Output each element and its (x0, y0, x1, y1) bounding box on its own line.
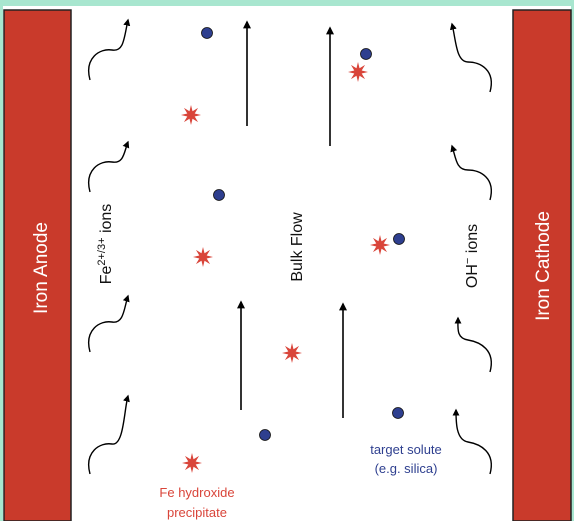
curved-arrow-icon (450, 144, 492, 201)
curved-arrow-icon (449, 22, 492, 93)
anode-label: Iron Anode (31, 222, 52, 314)
cathode-label: Iron Cathode (533, 211, 554, 321)
blue-dot-icon (393, 233, 405, 245)
precipitate-label-line1: Fe hydroxide (159, 485, 234, 500)
left-ion-arrows (88, 18, 131, 475)
blue-dot-icon (259, 429, 271, 441)
blue-dot-icon (392, 407, 404, 419)
blue-dot-icon (213, 189, 225, 201)
precipitate-label-line2: precipitate (167, 505, 227, 520)
iron-cathode-electrode (512, 9, 572, 521)
curved-arrow-icon (88, 18, 131, 81)
red-star-burst-icon (193, 247, 213, 267)
frame-left (0, 0, 3, 521)
curved-arrow-icon (88, 394, 130, 475)
solute-particles (201, 27, 405, 441)
right-ion-arrows (449, 22, 492, 475)
red-star-burst-icon (370, 235, 390, 255)
curved-arrow-icon (454, 316, 492, 373)
oh-ions-label: OH− ions (462, 224, 481, 288)
precipitate-particles (181, 62, 390, 473)
frame-right (571, 0, 574, 521)
bulk-flow-arrows (237, 20, 347, 418)
curved-arrow-icon (88, 294, 130, 353)
blue-dot-icon (201, 27, 213, 39)
red-star-burst-icon (181, 105, 201, 125)
curved-arrow-icon (452, 408, 492, 475)
frame-top (0, 0, 574, 6)
curved-arrow-icon (88, 140, 130, 193)
blue-dot-icon (360, 48, 372, 60)
fe-ions-label: Fe2+/3+ ions (96, 204, 115, 285)
iron-anode-electrode (3, 9, 72, 521)
solute-label-line2: (e.g. silica) (375, 461, 438, 476)
solute-label-line1: target solute (370, 442, 442, 457)
red-star-burst-icon (182, 453, 202, 473)
red-star-burst-icon (282, 343, 302, 363)
bulk-flow-label: Bulk Flow (289, 212, 306, 282)
red-star-burst-icon (348, 62, 368, 82)
